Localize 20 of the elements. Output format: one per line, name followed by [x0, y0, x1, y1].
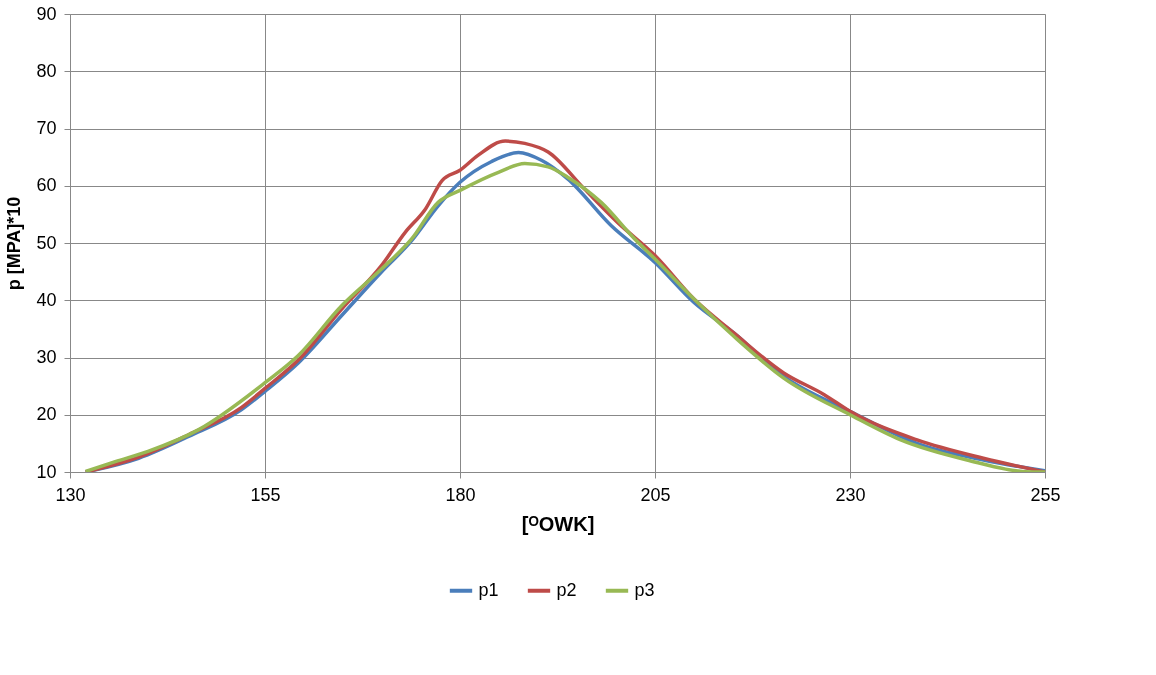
legend-label: p2	[556, 579, 577, 600]
y-tick-label: 40	[36, 289, 57, 310]
y-tick-label: 90	[36, 3, 57, 24]
x-tick-label: 255	[1030, 484, 1061, 505]
x-axis-title: [ᴼOWK]	[521, 512, 595, 535]
y-tick-label: 60	[36, 175, 57, 196]
x-tick-label: 230	[835, 484, 866, 505]
legend-label: p3	[634, 579, 655, 600]
y-tick-label: 70	[36, 118, 57, 138]
y-axis-title: p [MPA]*10	[4, 196, 25, 291]
x-tick-label: 205	[640, 484, 671, 505]
x-tick-label: 155	[250, 484, 281, 505]
x-tick-label: 130	[55, 484, 86, 505]
y-tick-label: 80	[36, 60, 57, 81]
legend-label: p1	[478, 579, 499, 600]
y-tick-label: 30	[36, 347, 57, 367]
x-tick-label: 180	[445, 484, 476, 505]
y-tick-label: 10	[36, 461, 57, 482]
y-tick-label: 20	[36, 404, 57, 425]
y-tick-label: 50	[36, 232, 57, 253]
